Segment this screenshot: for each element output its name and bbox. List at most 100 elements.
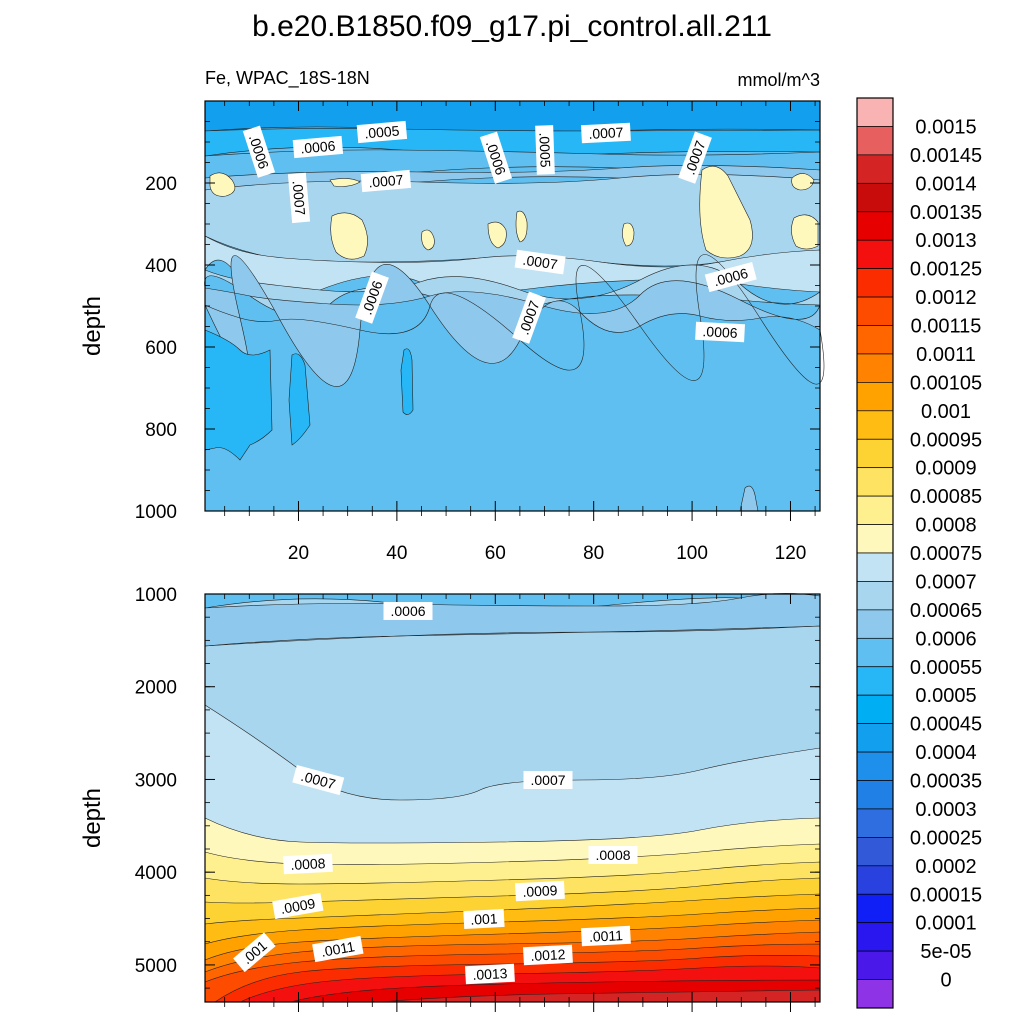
contour-label-text: .001 [470,910,498,927]
colorbar-label: 0.0013 [915,230,976,252]
upper-patch-0006-bottom [739,485,759,512]
upper-band-0006-b [204,255,821,387]
contour-label: .0009 [272,892,324,920]
contour-label-text: .0009 [522,882,558,900]
contour-label: .0013 [465,963,515,985]
contour-label: .0012 [523,944,573,966]
colorbar-swatch [856,524,894,554]
colorbar-label: 0.00045 [910,714,982,736]
contour-label: .0011 [581,925,631,947]
contour-label-bg [704,261,757,293]
colorbar-label: 0.0011 [916,344,976,366]
contour-label: .0011 [312,935,364,963]
contour-label-bg [678,131,712,184]
colorbar-swatch [856,808,894,838]
colorbar-label: 0.00095 [910,429,982,451]
contour-label-text: .0007 [522,252,559,273]
colorbar-swatch [856,666,894,696]
lower-panel: depth 1000 2000 3000 4000 5000 .0006 .0007 .00… [79,585,821,1012]
upper-patch-00075-8 [791,214,819,250]
colorbar-swatch [856,979,894,1009]
lower-x-ticks [224,594,816,1012]
upper-patch-00075-7 [699,165,753,259]
contour-label-bg [581,122,631,144]
colorbar-label: 0.00145 [910,145,982,167]
contour-label-bg [514,249,566,275]
contour-label-bg [360,169,412,193]
colorbar-label: 0.00105 [910,372,982,394]
contour-label: .0006 [479,131,513,184]
upper-panel: depth 200 400 600 800 1000 20 40 60 80 100 120 .0… [79,100,825,564]
colorbar-label: 0.00085 [910,486,982,508]
contour-label-text: .0005 [536,132,553,168]
x-tick-label: 100 [676,543,708,564]
upper-patch-00075-2 [330,212,368,260]
contour-label-bg [512,291,546,344]
upper-patch-0005-b [288,353,311,446]
upper-band-0007 [204,235,821,301]
upper-patch-00075-10 [329,178,361,187]
contour-label-bg [383,602,433,620]
contour-label-bg [479,131,513,184]
colorbar-frame [856,97,894,1009]
contour-label: .0006 [383,602,433,620]
upper-x-ticks: 20 40 60 80 100 120 [224,101,816,564]
contour-label-text: .0008 [595,847,630,863]
lower-contour-0006 [204,625,821,647]
variable-label: Fe, WPAC_18S-18N [205,68,370,89]
colorbar-label: 0.0005 [915,685,976,707]
colorbar-label: 0.0007 [915,571,976,593]
colorbar-label: 0.00075 [910,543,982,565]
colorbar-label: 0.0006 [915,628,976,650]
colorbar-swatch [856,950,894,980]
colorbar-swatch [856,467,894,497]
contour-label: .0008 [283,853,333,875]
upper-patch-0005-c [400,348,414,415]
colorbar-swatch [856,268,894,298]
colorbar-swatch [856,126,894,156]
x-tick-label: 120 [775,543,807,564]
contour-label-bg [356,120,408,144]
y-tick-label: 5000 [135,956,177,977]
upper-patch-00075-9 [791,173,815,191]
contour-label-text: .0009 [279,895,316,917]
contour-label-text: .0006 [300,137,337,156]
colorbar-swatch [856,382,894,412]
colorbar-label: 0.0015 [915,116,976,138]
y-tick-label: 2000 [135,678,177,699]
lower-ylabel: depth [79,788,106,848]
contour-label: .001 [463,908,505,930]
x-tick-label: 60 [485,543,506,564]
contour-label-text: .0008 [290,855,326,873]
chart-title: b.e20.B1850.f09_g17.pi_control.all.211 [252,10,772,43]
contour-label-text: .0005 [364,122,401,141]
contour-label: .0007 [523,771,573,789]
x-tick-label: 80 [583,543,604,564]
colorbar-swatch [856,154,894,184]
colorbar-label: 0.00125 [910,259,982,281]
contour-label-text: .0007 [588,124,624,142]
contour-label: .0005 [356,120,408,144]
colorbar-label: 0.00035 [910,771,982,793]
contour-label-text: .0007 [368,171,405,190]
colorbar-label: 0.0012 [915,287,976,309]
contour-label-bg [242,125,276,178]
contour-label: .0006 [292,135,344,159]
colorbar-swatch [856,182,894,213]
contour-label-text: .0006 [702,323,738,341]
upper-patch-00075-5 [515,210,528,243]
colorbar-label: 5e-05 [920,941,971,963]
contour-label-bg [581,925,631,947]
upper-contour-00055 [204,254,825,385]
contour-label-text: .0013 [472,965,508,983]
colorbar-label: 0.0014 [915,173,976,195]
colorbar-label: 0.0001 [915,913,976,935]
contour-label-bg [523,771,573,789]
upper-ylabel: depth [79,296,106,356]
y-tick-label: 600 [145,338,177,359]
x-tick-label: 40 [386,543,407,564]
colorbar-swatch [856,438,894,469]
contour-label-bg [292,764,345,796]
contour-label-bg [272,892,324,920]
